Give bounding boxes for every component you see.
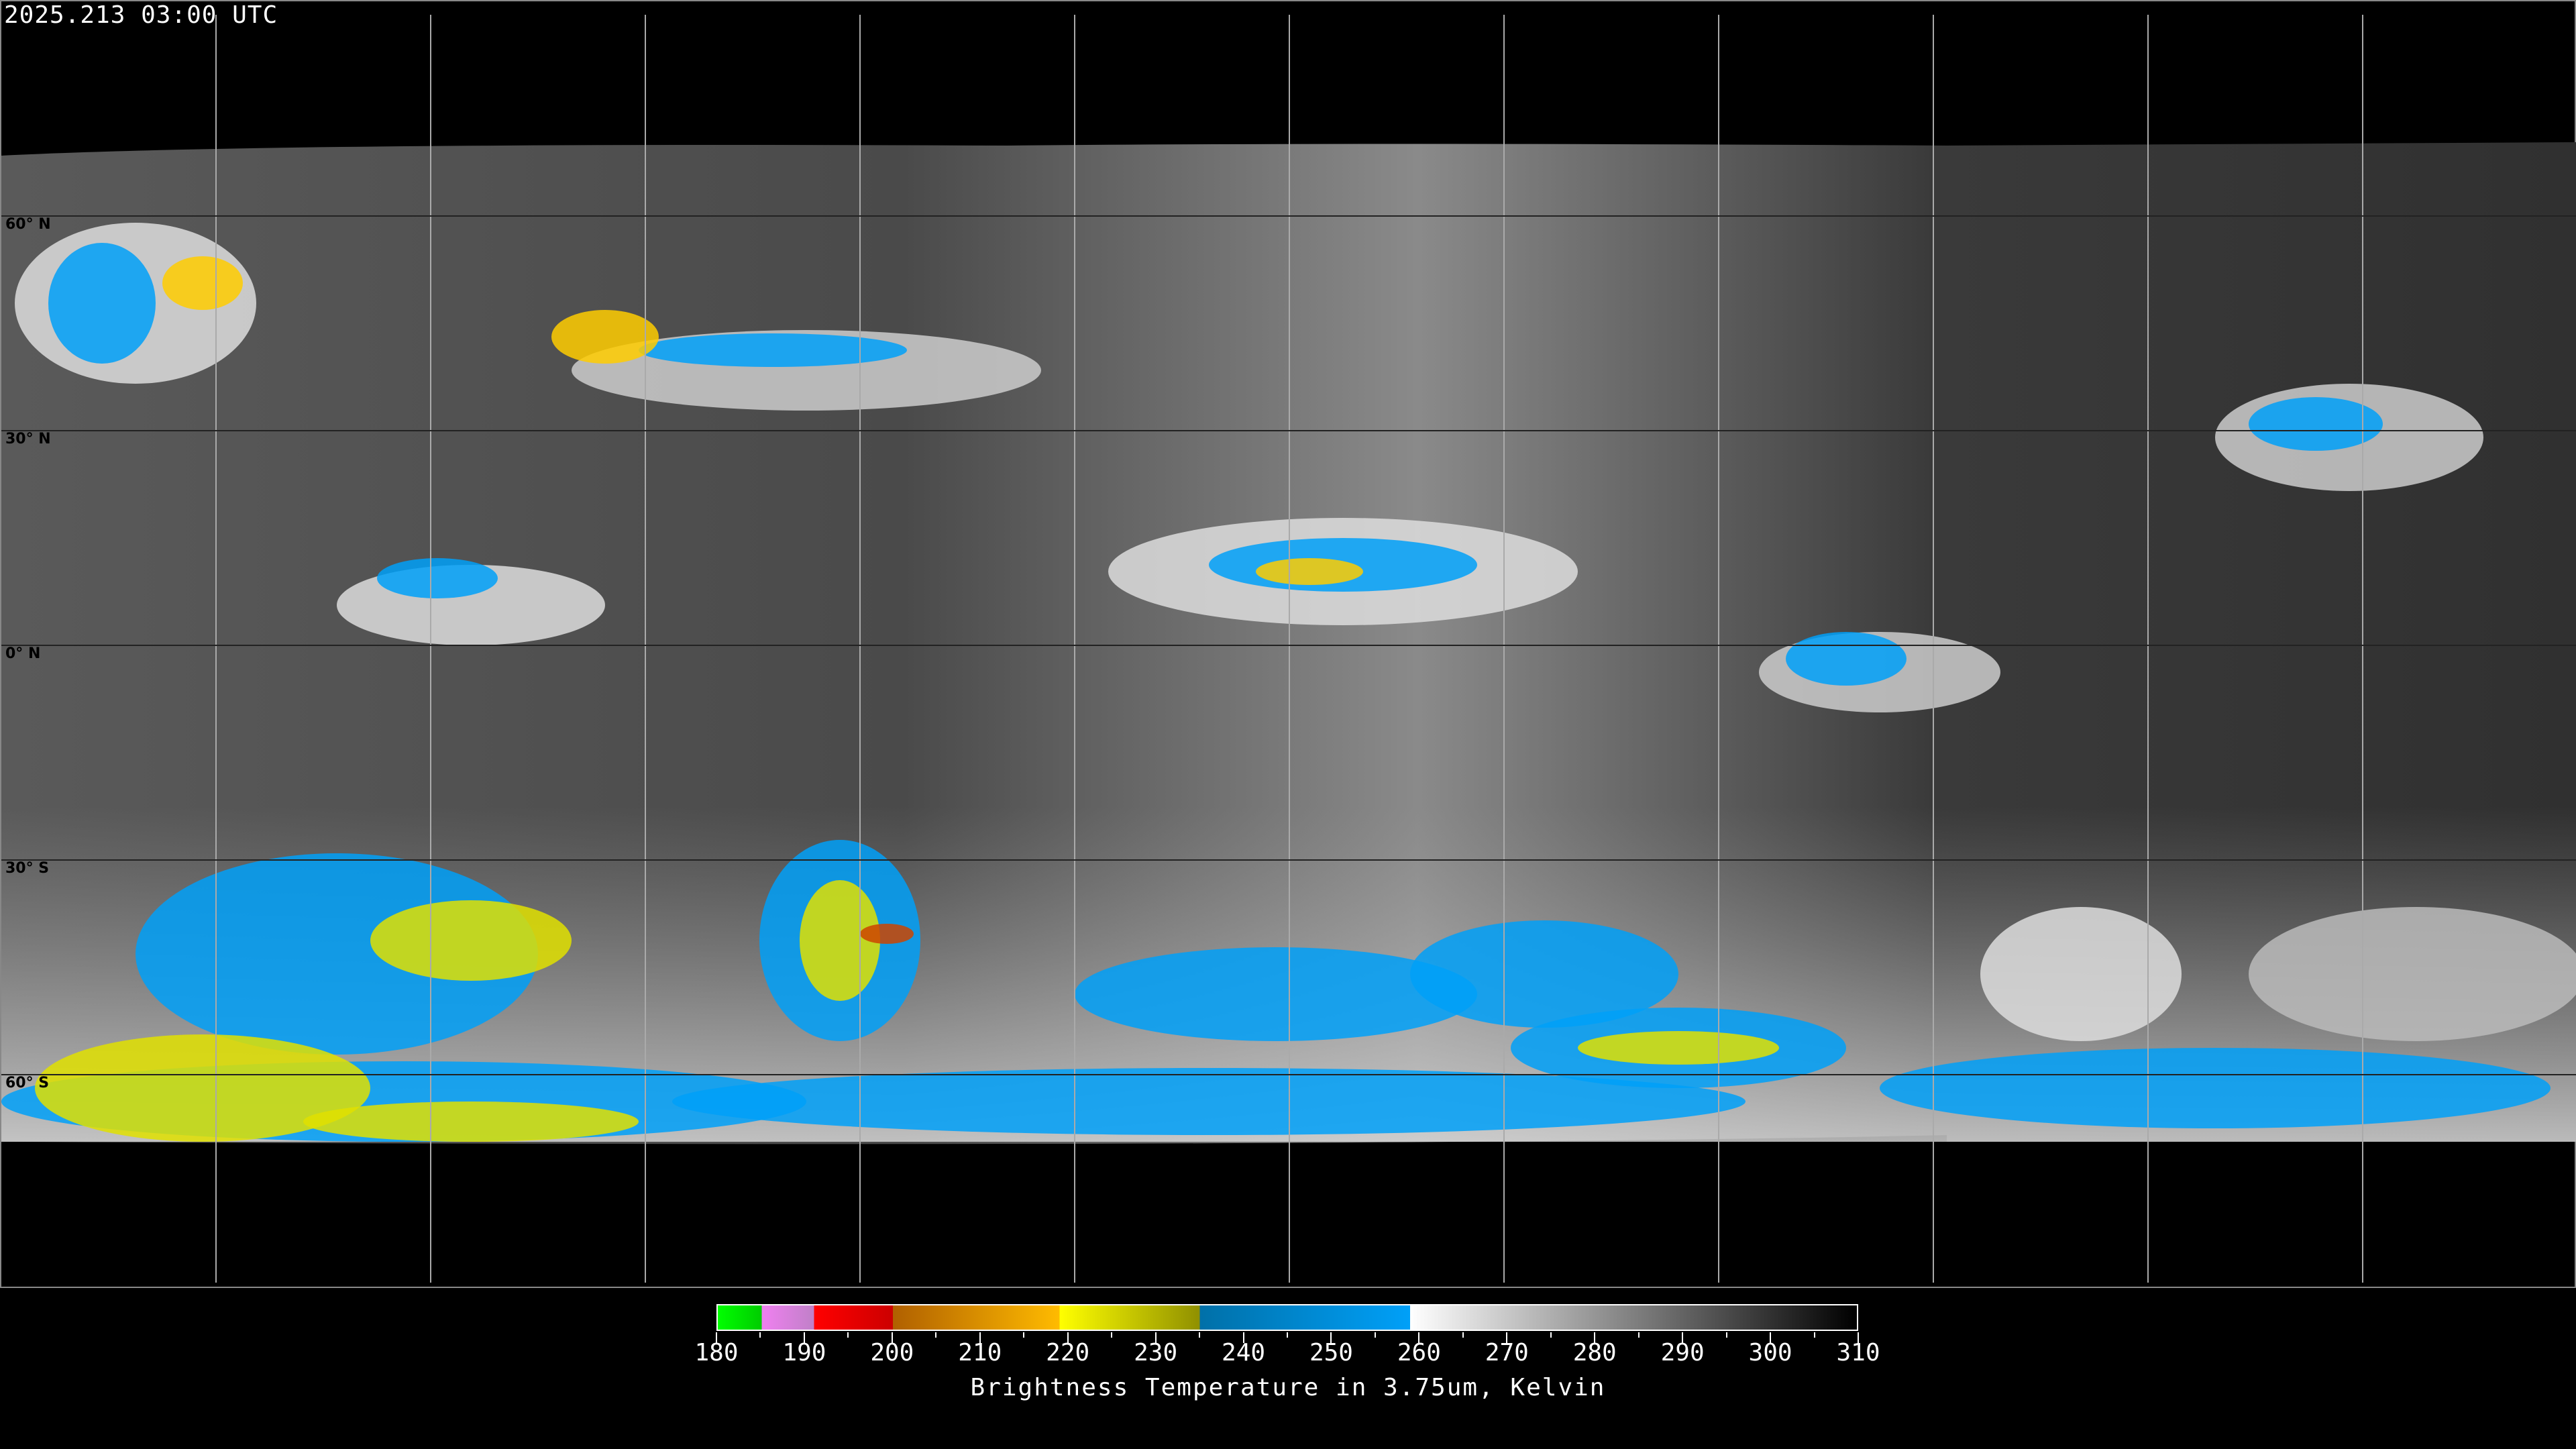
lat-label-60s: 60° S: [5, 1075, 50, 1091]
cloud-feature: [860, 924, 914, 944]
cloud-feature: [370, 900, 572, 981]
colorbar-tick: [1155, 1332, 1157, 1343]
colorbar-tick: [1462, 1332, 1464, 1338]
colorbar-tick: [1199, 1332, 1201, 1338]
colorbar-tick: [759, 1332, 761, 1338]
colorbar-tick-label: 310: [1836, 1339, 1880, 1366]
colorbar-tick: [1418, 1332, 1420, 1343]
colorbar: [716, 1304, 1858, 1331]
colorbar-title: Brightness Temperature in 3.75um, Kelvin: [970, 1374, 1606, 1401]
cloud-feature: [1786, 632, 1907, 686]
cloud-feature: [2249, 397, 2383, 451]
cloud-feature: [2249, 907, 2576, 1041]
brightness-temperature-image: [1, 15, 2576, 1283]
colorbar-tick: [935, 1332, 937, 1338]
colorbar-tick-label: 220: [1046, 1339, 1090, 1366]
colorbar-tick: [1594, 1332, 1596, 1343]
lat-label-30n: 30° N: [5, 431, 51, 447]
cloud-feature: [303, 1102, 639, 1142]
colorbar-tick-label: 250: [1309, 1339, 1353, 1366]
colorbar-tick: [1067, 1332, 1069, 1343]
colorbar-tick: [979, 1332, 981, 1343]
colorbar-tick: [1858, 1332, 1859, 1343]
colorbar-tick-label: 290: [1660, 1339, 1705, 1366]
colorbar-tick-label: 260: [1397, 1339, 1441, 1366]
colorbar-tick-label: 230: [1134, 1339, 1178, 1366]
colorbar-tick: [716, 1332, 717, 1343]
colorbar-tick: [1023, 1332, 1025, 1338]
colorbar-tick-label: 190: [782, 1339, 826, 1366]
cloud-feature: [377, 558, 498, 598]
cloud-feature: [672, 1068, 1746, 1135]
satellite-map: 2025.213 03:00 UTC 60° N 30° N 0° N 30° …: [0, 0, 2576, 1288]
lat-label-30s: 30° S: [5, 860, 50, 877]
colorbar-tick: [1242, 1332, 1244, 1343]
timestamp-label: 2025.213 03:00 UTC: [4, 1, 278, 29]
lat-label-0n: 0° N: [5, 645, 41, 662]
cloud-feature: [1980, 907, 2182, 1041]
colorbar-tick-label: 270: [1485, 1339, 1529, 1366]
colorbar-tick: [847, 1332, 849, 1338]
cloud-feature: [1578, 1031, 1779, 1065]
colorbar-tick: [1550, 1332, 1552, 1338]
cloud-feature: [162, 256, 243, 310]
cloud-feature: [1880, 1048, 2551, 1128]
colorbar-tick-label: 280: [1572, 1339, 1617, 1366]
colorbar-tick: [1813, 1332, 1815, 1338]
cloud-feature: [35, 1034, 370, 1142]
cloud-feature: [639, 333, 907, 367]
colorbar-tick: [1770, 1332, 1772, 1343]
lat-label-60n: 60° N: [5, 216, 51, 233]
cloud-feature: [48, 243, 156, 364]
colorbar-tick-label: 210: [958, 1339, 1002, 1366]
colorbar-tick-label: 240: [1222, 1339, 1266, 1366]
colorbar-tick: [1682, 1332, 1684, 1343]
colorbar-tick-label: 300: [1748, 1339, 1792, 1366]
colorbar-tick-label: 180: [694, 1339, 739, 1366]
colorbar-tick: [1725, 1332, 1727, 1338]
colorbar-tick: [1506, 1332, 1508, 1343]
colorbar-tick: [891, 1332, 893, 1343]
cloud-feature: [1256, 558, 1363, 585]
colorbar-tick: [1287, 1332, 1288, 1338]
colorbar-tick: [1111, 1332, 1113, 1338]
cloud-feature: [1075, 947, 1477, 1041]
cloud-feature: [1410, 920, 1678, 1028]
colorbar-tick: [803, 1332, 805, 1343]
colorbar-tick: [1374, 1332, 1376, 1338]
colorbar-tick: [1638, 1332, 1640, 1338]
cloud-feature: [551, 310, 659, 364]
colorbar-tick-label: 200: [870, 1339, 914, 1366]
colorbar-tick: [1330, 1332, 1332, 1343]
